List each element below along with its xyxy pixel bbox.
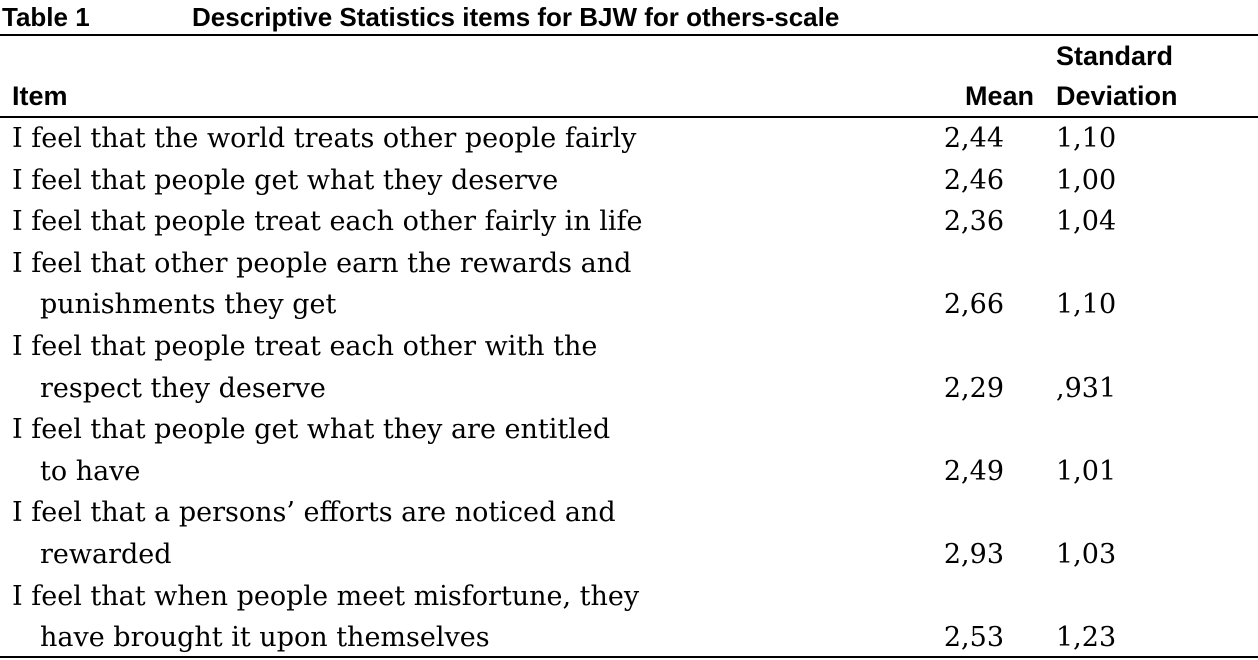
table-row: I feel that people treat each other fair… bbox=[0, 201, 1258, 243]
table-title: Descriptive Statistics items for BJW for… bbox=[192, 2, 840, 32]
sd-cell: 1,03 bbox=[1056, 538, 1117, 570]
column-header-item: Item bbox=[12, 81, 68, 111]
column-header-standard-deviation: Standard Deviation bbox=[1056, 36, 1178, 116]
item-text: I feel that people get what they deserve bbox=[12, 164, 559, 196]
item-text: I feel that people get what they are ent… bbox=[12, 414, 611, 446]
column-header-sd-line2: Deviation bbox=[1056, 81, 1178, 111]
item-text: I feel that other people earn the reward… bbox=[12, 247, 632, 279]
item-text-continuation: punishments they get bbox=[40, 289, 337, 321]
mean-cell: 2,93 bbox=[943, 538, 1004, 570]
table-row: I feel that people get what they are ent… bbox=[0, 409, 1258, 492]
table-row: I feel that people get what they deserve… bbox=[0, 160, 1258, 202]
item-text-continuation: respect they deserve bbox=[40, 372, 326, 404]
column-header-mean: Mean bbox=[964, 81, 1034, 111]
table-row: I feel that other people earn the reward… bbox=[0, 243, 1258, 326]
table-row: I feel that the world treats other peopl… bbox=[0, 118, 1258, 160]
sd-cell: 1,01 bbox=[1056, 455, 1117, 487]
table-row: I feel that a persons’ efforts are notic… bbox=[0, 492, 1258, 575]
item-cell: I feel that people treat each other fair… bbox=[0, 201, 692, 243]
column-header-sd-line1: Standard bbox=[1056, 41, 1174, 71]
top-rule bbox=[0, 34, 1258, 36]
mean-cell: 2,66 bbox=[943, 289, 1004, 321]
item-cell: I feel that people treat each other with… bbox=[0, 326, 692, 409]
sd-cell: 1,10 bbox=[1056, 289, 1117, 321]
bottom-rule bbox=[0, 656, 1258, 658]
table-body: I feel that the world treats other peopl… bbox=[0, 118, 1258, 659]
header-rule bbox=[0, 116, 1258, 118]
table-row: I feel that people treat each other with… bbox=[0, 326, 1258, 409]
item-text: I feel that people treat each other fair… bbox=[12, 206, 643, 238]
mean-cell: 2,46 bbox=[943, 164, 1004, 196]
item-cell: I feel that a persons’ efforts are notic… bbox=[0, 492, 692, 575]
sd-cell: 1,10 bbox=[1056, 123, 1117, 154]
mean-cell: 2,49 bbox=[943, 455, 1004, 487]
item-cell: I feel that when people meet misfortune,… bbox=[0, 576, 692, 659]
table-caption: Table 1 Descriptive Statistics items for … bbox=[2, 0, 839, 34]
sd-cell: 1,00 bbox=[1056, 164, 1117, 196]
mean-cell: 2,36 bbox=[943, 206, 1004, 238]
item-text-continuation: rewarded bbox=[40, 538, 172, 570]
item-text: I feel that a persons’ efforts are notic… bbox=[12, 497, 616, 529]
item-cell: I feel that the world treats other peopl… bbox=[0, 118, 692, 160]
item-text: I feel that people treat each other with… bbox=[12, 330, 598, 362]
sd-cell: 1,23 bbox=[1056, 622, 1117, 654]
item-text-continuation: to have bbox=[40, 455, 141, 487]
sd-cell: ,931 bbox=[1056, 372, 1117, 404]
mean-cell: 2,29 bbox=[943, 372, 1004, 404]
mean-cell: 2,53 bbox=[943, 622, 1004, 654]
item-cell: I feel that people get what they are ent… bbox=[0, 409, 692, 492]
sd-cell: 1,04 bbox=[1056, 206, 1117, 238]
item-text-continuation: have brought it upon themselves bbox=[40, 622, 490, 654]
item-cell: I feel that people get what they deserve bbox=[0, 160, 692, 202]
mean-cell: 2,44 bbox=[943, 123, 1004, 154]
item-text: I feel that the world treats other peopl… bbox=[12, 123, 637, 154]
item-cell: I feel that other people earn the reward… bbox=[0, 243, 692, 326]
item-text: I feel that when people meet misfortune,… bbox=[12, 580, 640, 612]
table-row: I feel that when people meet misfortune,… bbox=[0, 576, 1258, 659]
table-label: Table 1 bbox=[2, 2, 90, 32]
